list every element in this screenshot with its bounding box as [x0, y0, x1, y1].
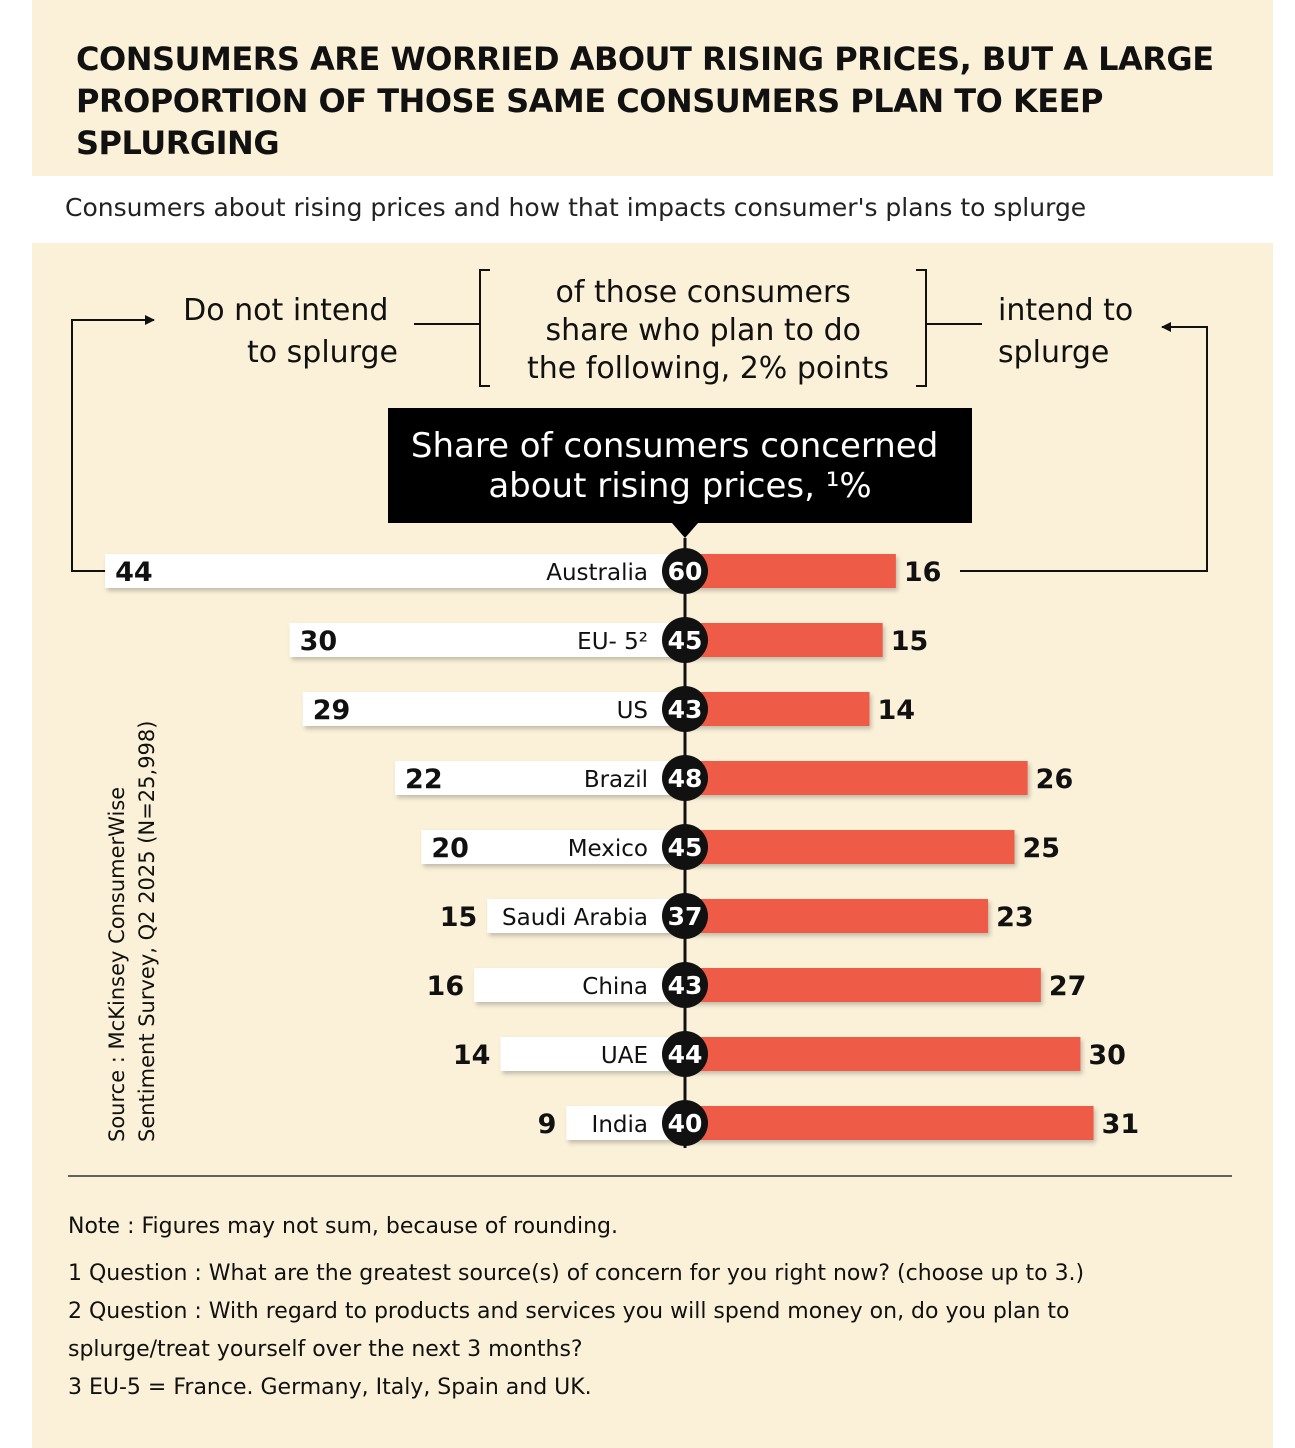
right-bracket	[916, 269, 927, 387]
value-not-splurge-brazil: 22	[405, 764, 443, 795]
value-not-splurge-india: 9	[538, 1109, 557, 1140]
source-line-1: Source : McKinsey ConsumerWise	[105, 786, 129, 1142]
concern-value-uae: 44	[668, 1040, 703, 1069]
bar-not-splurge-china	[474, 968, 685, 1002]
concern-value-eu-5: 45	[668, 626, 703, 655]
splurge-label: intend to splurge	[998, 293, 1143, 370]
source-line-2: Sentiment Survey, Q2 2025 (N=25,998)	[135, 720, 159, 1142]
left-bracket	[479, 269, 490, 387]
bar-not-splurge-us	[302, 692, 685, 726]
country-label-mexico: Mexico	[568, 836, 648, 862]
country-label-australia: Australia	[546, 560, 648, 586]
bar-splurge-china	[685, 968, 1041, 1002]
value-splurge-uae: 30	[1088, 1040, 1126, 1071]
concern-circle-china	[662, 962, 708, 1008]
country-label-china: China	[582, 974, 648, 1000]
bar-not-splurge-eu-5	[289, 623, 685, 657]
value-splurge-mexico: 25	[1023, 833, 1061, 864]
bar-not-splurge-saudi-arabia	[487, 899, 685, 933]
concern-circle-uae	[662, 1031, 708, 1077]
value-not-splurge-us: 29	[313, 695, 351, 726]
bar-splurge-australia	[685, 554, 896, 588]
concern-callout-box	[388, 408, 972, 523]
bar-splurge-mexico	[685, 830, 1015, 864]
bar-splurge-us	[685, 692, 870, 726]
footnote-2: 2 Question : With regard to products and…	[68, 1299, 1070, 1324]
concern-callout-pointer	[672, 523, 698, 538]
footnote-3: 3 EU-5 = France. Germany, Italy, Spain a…	[68, 1375, 592, 1400]
concern-circle-saudi-arabia	[662, 893, 708, 939]
bar-not-splurge-australia	[105, 554, 685, 588]
concern-circle-us	[662, 686, 708, 732]
value-not-splurge-uae: 14	[453, 1040, 491, 1071]
concern-value-brazil: 48	[668, 764, 703, 793]
country-label-us: US	[617, 698, 648, 724]
bar-splurge-brazil	[685, 761, 1028, 795]
chart-title: CONSUMERS ARE WORRIED ABOUT RISING PRICE…	[76, 40, 1214, 162]
value-splurge-saudi-arabia: 23	[996, 902, 1034, 933]
footnote-1: 1 Question : What are the greatest sourc…	[68, 1261, 1085, 1286]
value-not-splurge-mexico: 20	[431, 833, 469, 864]
value-splurge-india: 31	[1102, 1109, 1140, 1140]
note-rounding: Note : Figures may not sum, because of r…	[68, 1214, 618, 1239]
bar-splurge-india	[685, 1106, 1094, 1140]
value-not-splurge-china: 16	[427, 971, 465, 1002]
footnote-2-cont: splurge/treat yourself over the next 3 m…	[68, 1337, 583, 1362]
concern-circle-eu-5	[662, 617, 708, 663]
bar-not-splurge-mexico	[421, 830, 685, 864]
source-note: Source : McKinsey ConsumerWise Sentiment…	[102, 721, 162, 1142]
concern-circle-australia	[662, 548, 708, 594]
not-splurge-label: Do not intend to splurge	[183, 293, 398, 370]
value-splurge-australia: 16	[904, 557, 942, 588]
concern-value-india: 40	[668, 1109, 703, 1138]
value-not-splurge-eu-5: 30	[300, 626, 338, 657]
value-splurge-us: 14	[878, 695, 916, 726]
country-label-brazil: Brazil	[584, 767, 648, 793]
country-label-india: India	[592, 1112, 648, 1138]
value-splurge-brazil: 26	[1036, 764, 1074, 795]
concern-circle-india	[662, 1100, 708, 1146]
right-leader-arrow	[960, 322, 1208, 572]
country-label-uae: UAE	[601, 1043, 648, 1069]
value-splurge-china: 27	[1049, 971, 1087, 1002]
bar-not-splurge-brazil	[395, 761, 685, 795]
concern-value-saudi-arabia: 37	[668, 902, 703, 931]
concern-value-us: 43	[668, 695, 703, 724]
left-leader-arrow	[71, 315, 155, 572]
middle-label: of those consumers share who plan to do …	[527, 275, 889, 386]
value-not-splurge-saudi-arabia: 15	[440, 902, 478, 933]
bar-splurge-uae	[685, 1037, 1081, 1071]
bar-splurge-eu-5	[685, 623, 883, 657]
value-not-splurge-australia: 44	[115, 557, 153, 588]
chart-rows: 44 Australia 16 60 30 EU- 5² 15 45 29 US 14 43 22 Bra…	[105, 548, 1139, 1146]
bar-splurge-saudi-arabia	[685, 899, 989, 933]
concern-callout-text: Share of consumers concerned about risin…	[411, 426, 949, 506]
country-label-eu-5: EU- 5²	[577, 629, 648, 655]
concern-circle-brazil	[662, 755, 708, 801]
title-banner	[32, 0, 1273, 176]
footnotes: Note : Figures may not sum, because of r…	[68, 1208, 1258, 1407]
value-splurge-eu-5: 15	[891, 626, 929, 657]
country-label-saudi-arabia: Saudi Arabia	[502, 905, 648, 931]
concern-value-china: 43	[668, 971, 703, 1000]
concern-value-australia: 60	[668, 557, 703, 586]
chart-subtitle: Consumers about rising prices and how th…	[65, 193, 1087, 222]
concern-value-mexico: 45	[668, 833, 703, 862]
bar-not-splurge-uae	[500, 1037, 685, 1071]
concern-circle-mexico	[662, 824, 708, 870]
